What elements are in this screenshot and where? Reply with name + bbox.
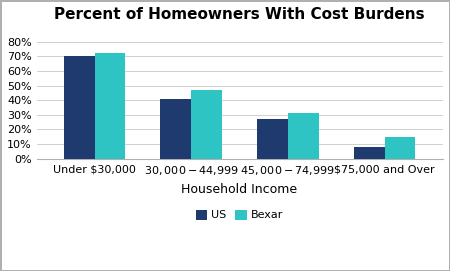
X-axis label: Household Income: Household Income bbox=[181, 183, 297, 196]
Legend: US, Bexar: US, Bexar bbox=[191, 205, 288, 225]
Bar bbox=[354, 147, 385, 159]
Bar bbox=[94, 53, 126, 159]
Bar bbox=[385, 137, 415, 159]
Bar bbox=[288, 113, 319, 159]
Bar bbox=[191, 90, 222, 159]
Title: Percent of Homeowners With Cost Burdens: Percent of Homeowners With Cost Burdens bbox=[54, 7, 425, 22]
Bar bbox=[160, 99, 191, 159]
Bar bbox=[257, 119, 288, 159]
Bar bbox=[63, 56, 94, 159]
